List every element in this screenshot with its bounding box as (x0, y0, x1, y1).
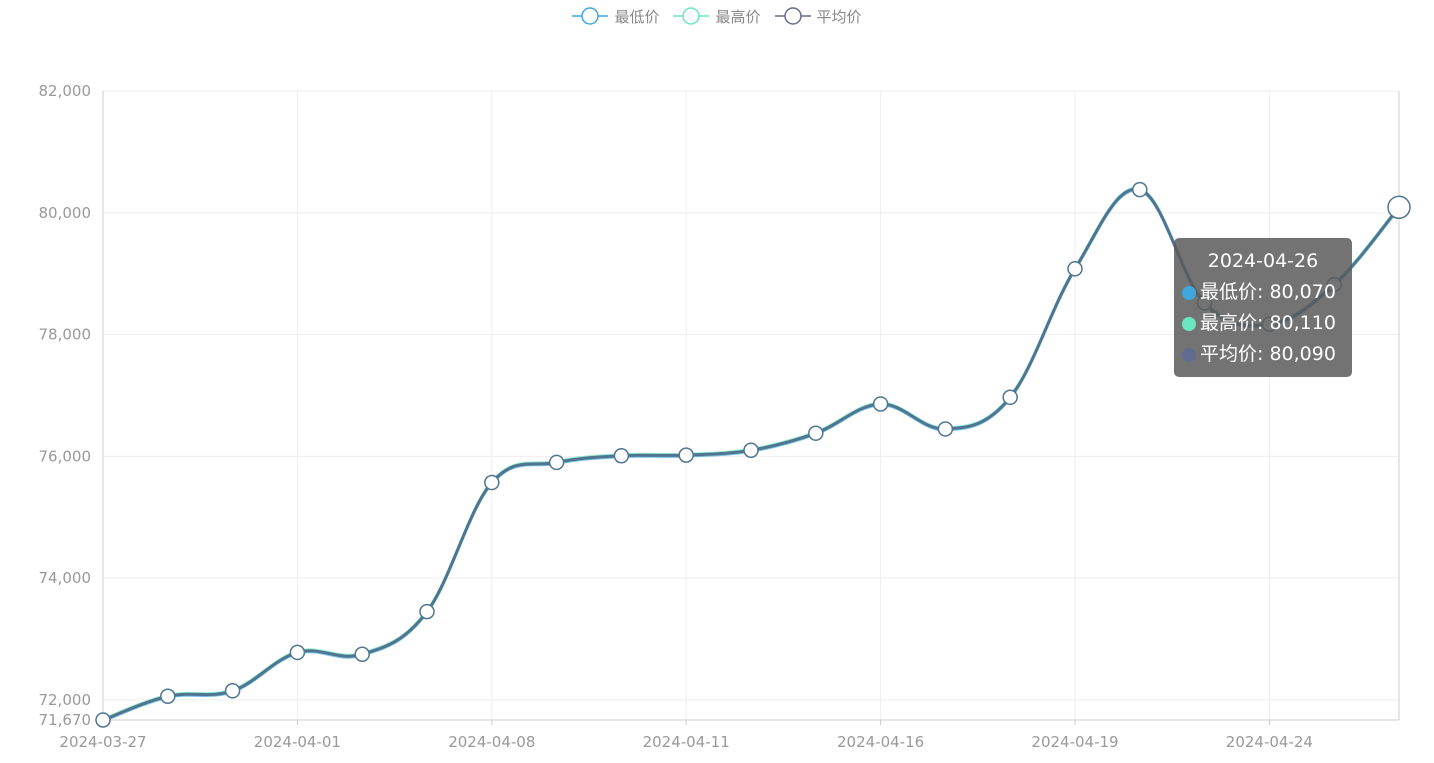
legend-item-high[interactable]: 最高价 (673, 4, 761, 28)
tooltip-row-avg: 平均价: 80,090 (1182, 339, 1352, 370)
legend-item-avg[interactable]: 平均价 (774, 4, 862, 28)
x-tick-label: 2024-03-27 (59, 733, 146, 751)
data-point (743, 442, 759, 459)
tooltip-high-text: 最高价: 80,110 (1200, 312, 1336, 334)
data-point (419, 603, 435, 620)
data-point (289, 644, 306, 661)
data-point (95, 712, 111, 728)
data-point (937, 421, 954, 437)
chart-legend: 最低价 最高价 平均价 (0, 4, 1434, 28)
x-tick-label: 2024-04-16 (837, 733, 924, 751)
legend-label-avg: 平均价 (816, 7, 862, 26)
data-point (613, 447, 630, 464)
legend-label-low: 最低价 (614, 7, 660, 26)
x-tick-label: 2024-04-08 (448, 733, 535, 751)
tooltip-row-low: 最低价: 80,070 (1182, 277, 1352, 308)
data-point (160, 688, 176, 705)
y-tick-label: 72,000 (39, 691, 92, 709)
data-point (1387, 195, 1411, 220)
data-point (1067, 261, 1083, 277)
tooltip-avg-text: 平均价: 80,090 (1200, 343, 1336, 365)
tooltip-low-text: 最低价: 80,070 (1200, 281, 1336, 303)
x-tick-label: 2024-04-19 (1031, 733, 1118, 751)
legend-low-icon (572, 7, 609, 25)
data-point (354, 646, 370, 662)
x-tick-label: 2024-04-01 (254, 733, 341, 751)
data-point (872, 396, 889, 412)
legend-item-low[interactable]: 最低价 (572, 4, 659, 28)
y-tick-label: 80,000 (39, 204, 92, 222)
y-min-label: 71,670 (39, 711, 92, 729)
x-tick-label: 2024-04-24 (1226, 733, 1313, 751)
y-tick-label: 78,000 (39, 326, 92, 344)
x-tick-label: 2024-04-11 (643, 733, 730, 751)
tooltip-avg-dot-icon (1182, 347, 1196, 362)
tooltip-high-dot-icon (1182, 316, 1196, 331)
y-tick-label: 76,000 (39, 447, 92, 465)
legend-high-icon (673, 7, 710, 25)
legend-label-high: 最高价 (715, 7, 761, 26)
y-tick-label: 82,000 (39, 82, 92, 100)
data-point (224, 683, 241, 699)
data-point (548, 454, 565, 471)
chart-tooltip: 2024-04-26 最低价: 80,070 最高价: 80,110 平均价: … (1174, 238, 1352, 377)
legend-avg-icon (774, 7, 811, 25)
tooltip-low-dot-icon (1182, 285, 1196, 300)
tooltip-row-high: 最高价: 80,110 (1182, 308, 1352, 339)
data-point (1002, 389, 1018, 406)
data-point (1132, 181, 1148, 198)
data-point (484, 474, 500, 491)
y-tick-label: 74,000 (39, 569, 92, 587)
data-point (678, 447, 694, 463)
tooltip-date: 2024-04-26 (1207, 250, 1319, 272)
data-point (808, 425, 824, 441)
